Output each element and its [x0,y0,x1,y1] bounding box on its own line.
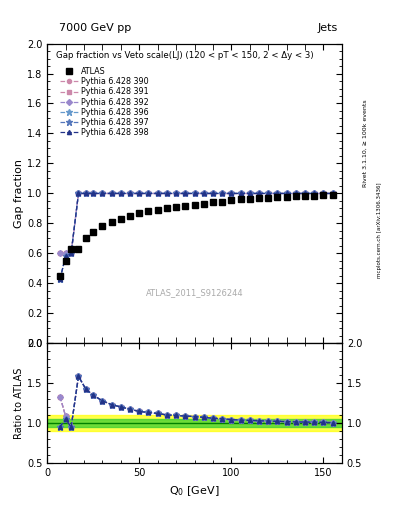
Legend: ATLAS, Pythia 6.428 390, Pythia 6.428 391, Pythia 6.428 392, Pythia 6.428 396, P: ATLAS, Pythia 6.428 390, Pythia 6.428 39… [60,67,149,137]
Bar [47,415,342,432]
Y-axis label: Ratio to ATLAS: Ratio to ATLAS [14,368,24,439]
Text: 7000 GeV pp: 7000 GeV pp [59,23,131,33]
Text: Jets: Jets [318,23,338,33]
Text: Rivet 3.1.10, ≥ 100k events: Rivet 3.1.10, ≥ 100k events [363,99,368,187]
Bar [47,419,342,428]
Text: mcplots.cern.ch [arXiv:1306.3436]: mcplots.cern.ch [arXiv:1306.3436] [377,183,382,278]
Y-axis label: Gap fraction: Gap fraction [14,159,24,228]
Text: Gap fraction vs Veto scale(LJ) (120 < pT < 150, 2 < Δy < 3): Gap fraction vs Veto scale(LJ) (120 < pT… [56,51,314,60]
Text: ATLAS_2011_S9126244: ATLAS_2011_S9126244 [146,288,243,297]
X-axis label: Q$_0$ [GeV]: Q$_0$ [GeV] [169,484,220,498]
